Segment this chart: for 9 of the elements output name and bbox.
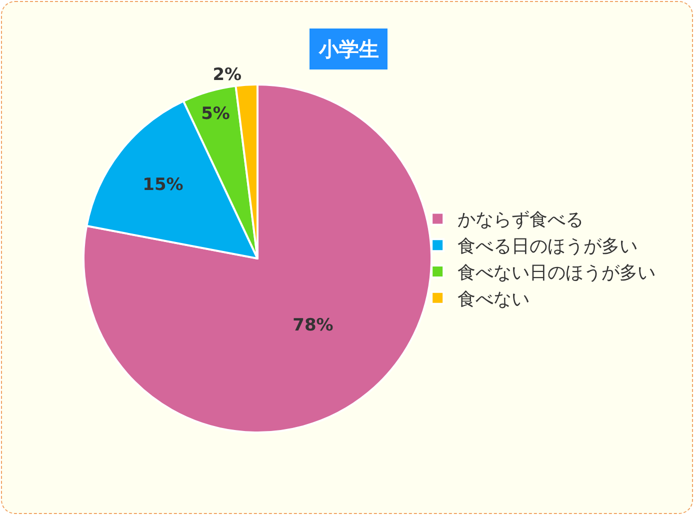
data-label: 2% <box>212 64 242 85</box>
legend-label: 食べない日のほうが多い <box>458 262 656 284</box>
chart-title: 小学生 <box>318 37 379 61</box>
legend-label: 食べない <box>458 288 530 310</box>
data-label: 5% <box>201 104 230 124</box>
legend-label: かならず食べる <box>458 210 584 231</box>
data-label: 78% <box>292 316 334 336</box>
data-label: 15% <box>142 175 184 196</box>
legend-label: 食べる日のほうが多い <box>458 236 638 258</box>
